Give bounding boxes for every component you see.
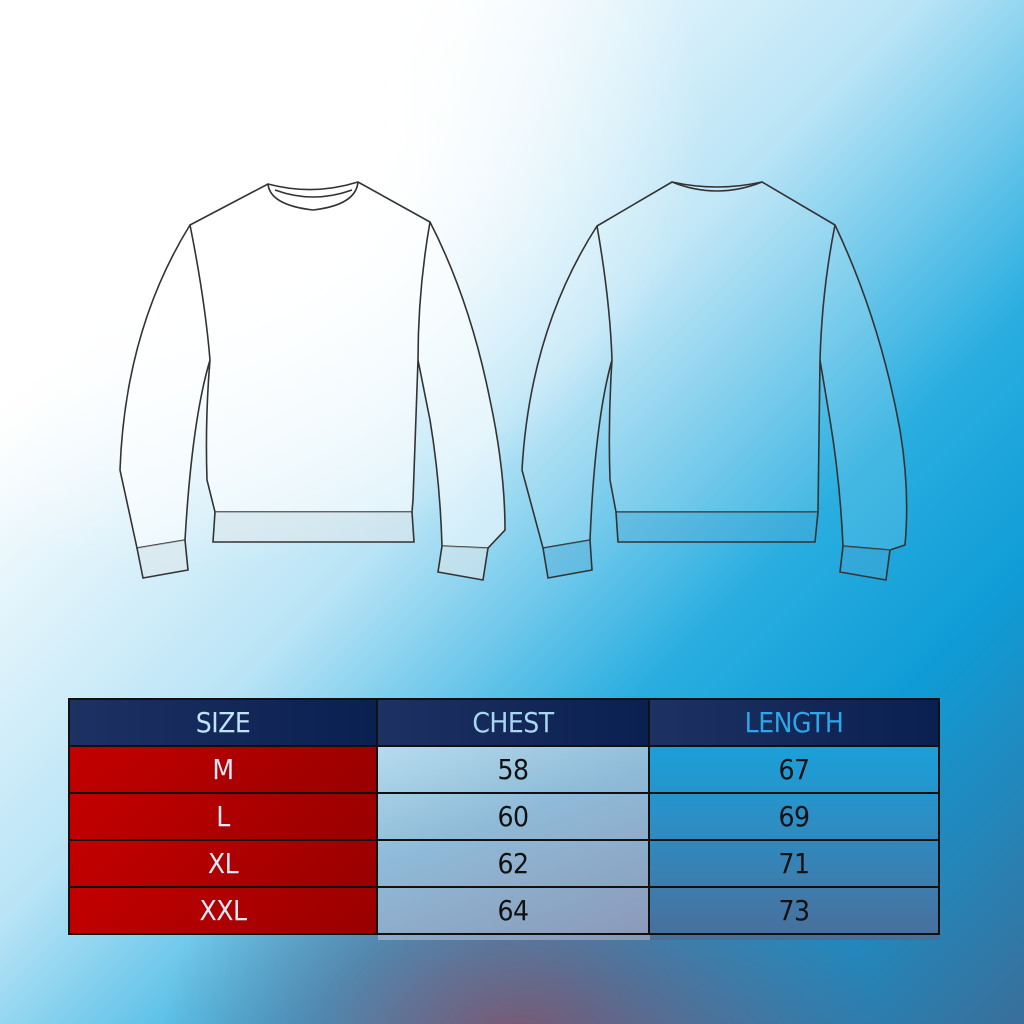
- table-header-row: SIZE CHEST LENGTH: [68, 698, 940, 747]
- sweatshirt-back-illustration: [521, 181, 908, 581]
- header-chest: CHEST: [376, 698, 650, 747]
- table-row: M 58 67: [68, 745, 940, 794]
- size-cell: XXL: [68, 886, 378, 935]
- sweatshirt-front-illustration: [119, 181, 506, 581]
- size-cell: L: [68, 792, 378, 841]
- table-row: XXL 64 73: [68, 886, 940, 935]
- chest-cell: 62: [376, 839, 650, 888]
- chest-cell: 58: [376, 745, 650, 794]
- table-row: L 60 69: [68, 792, 940, 841]
- chest-cell: 60: [376, 792, 650, 841]
- length-cell: 71: [648, 839, 940, 888]
- length-cell: 73: [648, 886, 940, 935]
- table-row: XL 62 71: [68, 839, 940, 888]
- length-cell: 67: [648, 745, 940, 794]
- chest-cell: 64: [376, 886, 650, 935]
- header-length: LENGTH: [648, 698, 940, 747]
- length-cell: 69: [648, 792, 940, 841]
- sweatshirt-illustrations: [119, 181, 908, 581]
- size-chart-table: SIZE CHEST LENGTH M 58 67 L 60 69 XL 62 …: [68, 698, 940, 935]
- size-cell: XL: [68, 839, 378, 888]
- size-cell: M: [68, 745, 378, 794]
- header-size: SIZE: [68, 698, 378, 747]
